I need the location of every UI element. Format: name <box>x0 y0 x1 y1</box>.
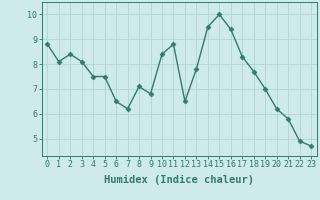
X-axis label: Humidex (Indice chaleur): Humidex (Indice chaleur) <box>104 175 254 185</box>
